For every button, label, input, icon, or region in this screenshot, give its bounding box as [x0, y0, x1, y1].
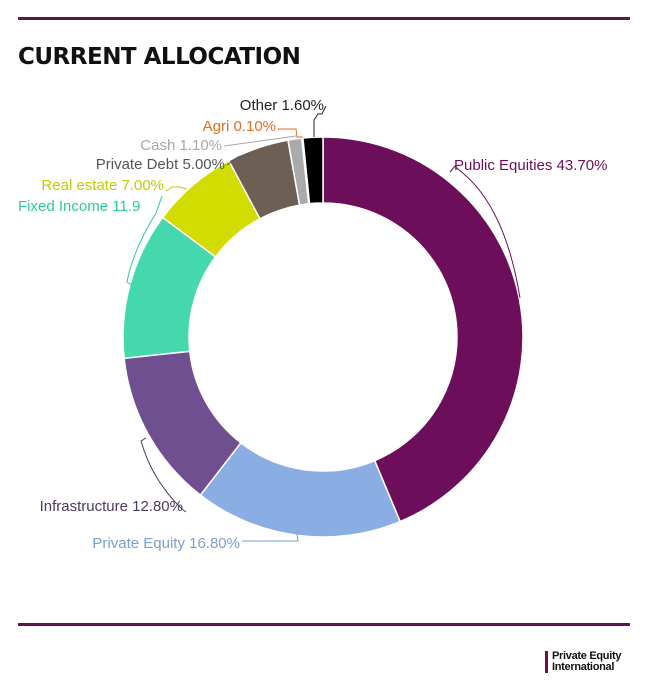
brand-logo: Private Equity International [545, 651, 621, 673]
connector-real-estate [165, 186, 188, 192]
slice-other [302, 136, 324, 205]
chart-title: CURRENT ALLOCATION [18, 44, 301, 70]
connector-cash [223, 135, 297, 147]
connector-fixed-income [126, 195, 163, 286]
connector-public-equities [449, 165, 521, 299]
brand-logo-line2: International [552, 661, 615, 673]
bottom-rule [18, 623, 630, 626]
connector-agri [278, 128, 303, 138]
top-rule [18, 17, 630, 20]
connector-private-debt [226, 153, 250, 166]
label-real-estate: Real estate 7.00% [41, 177, 164, 194]
label-agri: Agri 0.10% [203, 118, 276, 135]
label-cash: Cash 1.10% [140, 137, 222, 154]
connector-infrastructure [140, 437, 187, 513]
label-other: Other 1.60% [240, 97, 324, 114]
connector-private-equity [242, 533, 299, 542]
label-infrastructure: Infrastructure 12.80% [40, 498, 183, 515]
label-private-equity: Private Equity 16.80% [92, 535, 240, 552]
connector-other [313, 105, 327, 137]
brand-logo-line1: Private Equity [552, 650, 622, 662]
label-public-equities: Public Equities 43.70% [454, 157, 607, 174]
label-fixed-income: Fixed Income 11.9 [18, 198, 140, 215]
slice-public-equities [322, 136, 524, 523]
label-private-debt: Private Debt 5.00% [96, 156, 225, 173]
